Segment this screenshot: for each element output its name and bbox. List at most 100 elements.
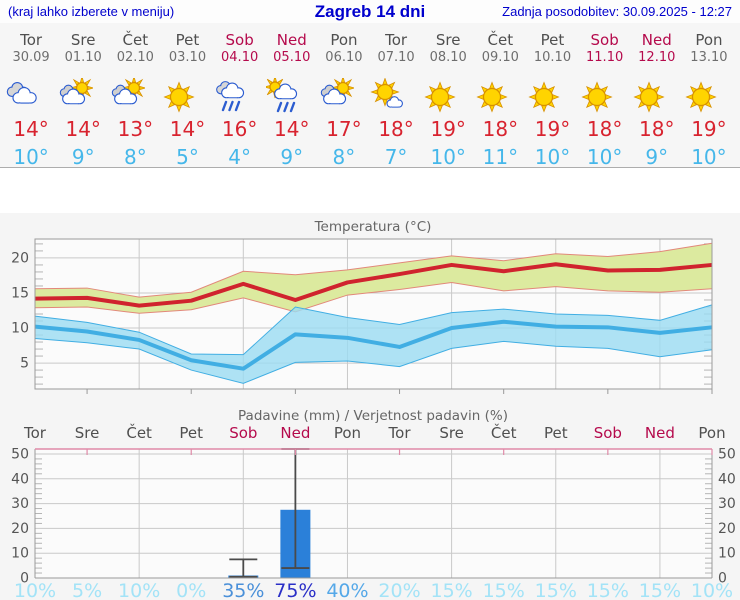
precip-day-label: Tor [388, 424, 412, 442]
precip-day-label: Pon [334, 424, 361, 442]
temp-max: 18° [639, 117, 675, 141]
y-axis-label-right: 0 [718, 571, 727, 587]
precip-probability-label: 15% [639, 580, 681, 600]
precip-day-label: Sob [229, 424, 257, 442]
temp-max: 16° [221, 117, 258, 141]
day-date: 13.10 [690, 50, 728, 65]
day-name: Čet [122, 31, 149, 49]
precip-probability-label: 15% [587, 580, 629, 600]
day-name: Čet [487, 31, 514, 49]
y-axis-label-right: 20 [718, 521, 736, 537]
day-column: Sob 04.10 16° 4° [214, 23, 266, 169]
weather-icon [318, 78, 370, 114]
partly-weather-icon [320, 78, 354, 105]
page-title: Zagreb 14 dni [314, 2, 426, 21]
weather-icon [214, 78, 266, 114]
day-name: Sre [70, 31, 96, 49]
temp-max: 14° [13, 117, 49, 141]
location-hint: (kraj lahko izberete v meniju) [8, 4, 175, 19]
sunny-weather-icon [163, 81, 196, 113]
temp-min: 9° [71, 145, 95, 169]
day-name: Pet [175, 31, 200, 49]
day-date: 12.10 [638, 50, 676, 65]
rain-weather-icon [215, 81, 244, 112]
precip-probability-label: 15% [483, 580, 525, 600]
weather-icon [474, 78, 526, 114]
precip-day-label: Sre [75, 424, 100, 442]
y-axis-label-left: 50 [11, 446, 29, 462]
day-column: Sre 08.10 19° 10° [422, 23, 474, 169]
y-axis-label-left: 40 [11, 471, 29, 487]
temp-min: 5° [176, 145, 199, 169]
temp-max: 18° [378, 117, 414, 141]
precip-probability-label: 20% [378, 580, 420, 600]
day-date: 02.10 [116, 50, 154, 65]
day-name: Pon [330, 31, 358, 49]
weather-icon [5, 78, 57, 114]
y-axis-label-left: 0 [20, 571, 29, 587]
day-column: Sob 11.10 18° 10° [579, 23, 631, 169]
temp-max: 14° [274, 117, 310, 141]
precip-day-label: Čet [491, 423, 517, 442]
precip-day-label: Pet [544, 424, 568, 442]
precip-probability-label: 35% [222, 580, 264, 600]
day-date: 09.10 [481, 50, 519, 65]
precip-day-label: Ned [280, 424, 310, 442]
precip-day-label: Pon [698, 424, 725, 442]
precip-day-label: Pet [179, 424, 203, 442]
sunny-weather-icon [424, 81, 456, 113]
temp-min: 10° [586, 145, 623, 169]
temp-max: 14° [169, 117, 206, 141]
precip-probability-label: 10% [118, 580, 160, 600]
weather-icon [526, 78, 578, 114]
y-axis-label-right: 40 [718, 471, 736, 487]
temperature-line [34, 262, 713, 308]
weather-icon [370, 78, 422, 114]
weather-icon [57, 78, 109, 114]
day-name: Ned [276, 31, 307, 49]
day-date: 07.10 [377, 50, 415, 65]
weather-icon [109, 78, 161, 114]
day-name: Sob [225, 31, 254, 49]
sunny-weather-icon [528, 81, 561, 113]
last-update-text: Zadnja posodobitev: 30.09.2025 - 12:27 [502, 4, 732, 19]
y-axis-label-right: 50 [718, 446, 736, 462]
day-column: Pon 06.10 17° 8° [318, 23, 370, 169]
day-column: Pet 03.10 14° 5° [161, 23, 213, 169]
y-axis-label-right: 10 [718, 546, 736, 562]
precip-probability-label: 0% [176, 580, 206, 600]
day-date: 01.10 [64, 50, 102, 65]
day-name: Ned [641, 31, 672, 49]
temp-max: 18° [586, 117, 623, 141]
temp-max: 13° [117, 117, 154, 141]
y-axis-label-right: 30 [718, 496, 736, 512]
temp-min: 9° [645, 145, 669, 169]
precip-probability-label: 15% [430, 580, 472, 600]
weather-icon [161, 78, 213, 114]
sun-cloud-weather-icon [370, 78, 403, 108]
day-date: 05.10 [273, 50, 311, 65]
y-axis-label: 10 [11, 321, 29, 337]
weather-icon [422, 78, 474, 114]
day-column: Čet 02.10 13° 8° [109, 23, 161, 169]
weather-icon [265, 78, 318, 114]
precip-probability-label: 15% [535, 580, 577, 600]
temperature-chart-title: Temperatura (°C) [314, 219, 432, 235]
temp-min: 10° [534, 145, 571, 169]
temperature-plot: 5 10 15 20 [11, 238, 713, 394]
day-name: Sre [435, 31, 461, 49]
day-column: Ned 05.10 14° 9° [265, 23, 318, 169]
precip-day-label: Sre [439, 424, 464, 442]
precipitation-plot: 0 0 10 10 20 20 30 30 40 40 50 50 Tor Sre Čet Pet Sob Ned… [11, 423, 736, 600]
day-date: 11.10 [586, 50, 624, 65]
temp-min: 10° [691, 145, 727, 169]
temp-max: 18° [482, 117, 519, 141]
partly-weather-icon [112, 78, 146, 105]
weather-icon [579, 78, 631, 114]
temp-max: 14° [65, 117, 101, 141]
day-column: Pet 10.10 19° 10° [526, 23, 578, 169]
day-name: Tor [20, 31, 43, 49]
day-name: Sob [590, 31, 619, 49]
sunny-weather-icon [580, 81, 613, 113]
